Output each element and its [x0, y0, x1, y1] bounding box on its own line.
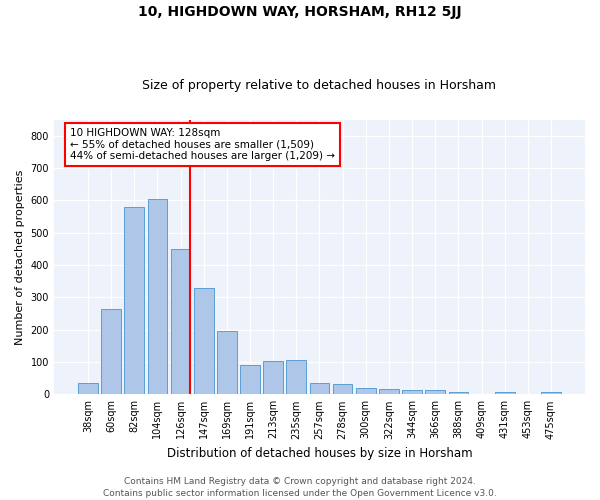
Text: 10, HIGHDOWN WAY, HORSHAM, RH12 5JJ: 10, HIGHDOWN WAY, HORSHAM, RH12 5JJ — [138, 5, 462, 19]
Bar — [286, 360, 306, 394]
Bar — [78, 383, 98, 394]
Bar — [240, 365, 260, 394]
Bar — [402, 390, 422, 394]
Bar — [425, 390, 445, 394]
X-axis label: Distribution of detached houses by size in Horsham: Distribution of detached houses by size … — [167, 447, 472, 460]
Bar — [310, 383, 329, 394]
Bar — [170, 249, 190, 394]
Bar — [541, 392, 561, 394]
Bar — [101, 308, 121, 394]
Text: 10 HIGHDOWN WAY: 128sqm
← 55% of detached houses are smaller (1,509)
44% of semi: 10 HIGHDOWN WAY: 128sqm ← 55% of detache… — [70, 128, 335, 161]
Bar — [263, 362, 283, 394]
Bar — [194, 288, 214, 395]
Bar — [217, 332, 236, 394]
Y-axis label: Number of detached properties: Number of detached properties — [15, 169, 25, 344]
Bar — [356, 388, 376, 394]
Title: Size of property relative to detached houses in Horsham: Size of property relative to detached ho… — [142, 79, 496, 92]
Bar — [495, 392, 515, 394]
Text: Contains HM Land Registry data © Crown copyright and database right 2024.
Contai: Contains HM Land Registry data © Crown c… — [103, 476, 497, 498]
Bar — [379, 389, 399, 394]
Bar — [124, 207, 144, 394]
Bar — [449, 392, 468, 394]
Bar — [333, 384, 352, 394]
Bar — [148, 198, 167, 394]
